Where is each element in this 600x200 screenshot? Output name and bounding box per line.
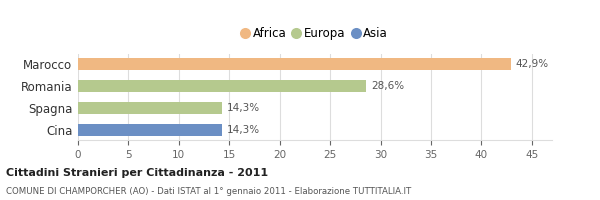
Bar xyxy=(78,102,222,114)
Bar xyxy=(78,80,367,92)
Text: 42,9%: 42,9% xyxy=(515,59,549,69)
Text: 14,3%: 14,3% xyxy=(227,125,260,135)
Bar xyxy=(78,58,511,70)
Text: 14,3%: 14,3% xyxy=(227,103,260,113)
Text: 28,6%: 28,6% xyxy=(371,81,404,91)
Bar xyxy=(78,124,222,136)
Text: Cittadini Stranieri per Cittadinanza - 2011: Cittadini Stranieri per Cittadinanza - 2… xyxy=(6,168,268,178)
Text: COMUNE DI CHAMPORCHER (AO) - Dati ISTAT al 1° gennaio 2011 - Elaborazione TUTTIT: COMUNE DI CHAMPORCHER (AO) - Dati ISTAT … xyxy=(6,187,411,196)
Legend: Africa, Europa, Asia: Africa, Europa, Asia xyxy=(238,24,392,44)
